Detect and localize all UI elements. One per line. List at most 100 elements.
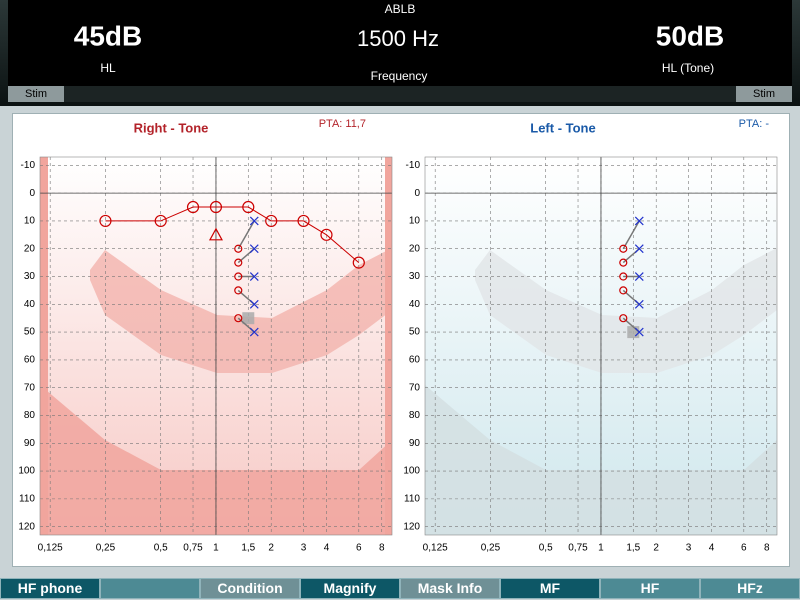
frequency-label: Frequency — [371, 69, 428, 83]
ablb-link — [237, 220, 255, 250]
test-name: ABLB — [385, 2, 416, 16]
y-tick-label: 60 — [24, 355, 36, 366]
ablb-circle — [234, 244, 243, 253]
speech-banana — [475, 248, 777, 373]
x-tick-label: 1,5 — [241, 543, 255, 554]
pta: PTA: 11,7 — [319, 118, 366, 130]
stim-right: Stim — [753, 88, 775, 100]
ablb-circle — [619, 314, 628, 323]
y-tick-label: 0 — [414, 188, 420, 199]
circle-marker — [297, 214, 310, 228]
toolbar-button[interactable] — [100, 578, 200, 599]
ablb-cross — [634, 244, 644, 254]
y-tick-label: 0 — [29, 188, 35, 199]
circle-marker — [186, 200, 200, 214]
x-tick-label: 8 — [379, 543, 385, 554]
edge-strip — [385, 157, 392, 535]
ablb-circle — [619, 258, 628, 267]
y-tick-label: 70 — [409, 382, 421, 393]
toolbar-button[interactable]: Magnify — [300, 578, 400, 599]
y-tick-label: 10 — [24, 216, 36, 227]
x-tick-label: 3 — [686, 543, 692, 554]
y-tick-label: -10 — [21, 160, 36, 171]
ablb-circle — [619, 272, 628, 281]
x-tick-label: 3 — [301, 543, 307, 554]
x-tick-label: 1,5 — [626, 543, 640, 554]
ablb-circle — [234, 286, 243, 295]
y-tick-label: 90 — [24, 438, 36, 449]
y-tick-label: 100 — [403, 466, 420, 477]
y-tick-label: 20 — [409, 243, 421, 254]
y-tick-label: 30 — [24, 271, 36, 282]
ablb-cross — [634, 216, 644, 226]
chart-title: Right - Tone — [134, 120, 209, 135]
x-tick-label: 2 — [653, 543, 659, 554]
series-line — [105, 206, 360, 263]
stim-left: Stim — [25, 88, 47, 100]
edge-strip — [40, 157, 48, 535]
x-tick-label: 6 — [356, 543, 362, 554]
right-unit: HL (Tone) — [662, 61, 714, 75]
x-tick-label: 0,75 — [568, 543, 588, 554]
x-tick-label: 1 — [213, 543, 219, 554]
y-tick-label: 40 — [409, 299, 421, 310]
plot-frame — [424, 156, 778, 536]
chart-title: Left - Tone — [530, 120, 595, 135]
x-tick-label: 0,125 — [38, 543, 63, 554]
left-unit: HL — [100, 61, 116, 75]
toolbar-button[interactable]: HF phone — [0, 578, 100, 599]
stim-right-box — [736, 86, 792, 102]
y-tick-label: 80 — [409, 410, 421, 421]
frequency: 1500 Hz — [357, 26, 439, 51]
circle-marker — [265, 214, 278, 228]
plot-frame — [39, 156, 393, 536]
y-tick-label: 20 — [24, 243, 36, 254]
ablb-cross — [634, 272, 644, 281]
x-tick-label: 0,25 — [481, 543, 501, 554]
ablb-cross — [249, 299, 259, 309]
x-tick-label: 0,5 — [539, 543, 553, 554]
ablb-cross — [249, 272, 259, 281]
right-level: 50dB — [656, 20, 724, 51]
y-tick-label: 30 — [409, 271, 421, 282]
cursor — [627, 326, 640, 339]
x-tick-label: 0,25 — [96, 543, 116, 554]
x-tick-label: 6 — [741, 543, 747, 554]
circle-marker — [352, 256, 365, 269]
y-tick-label: 50 — [24, 327, 36, 338]
x-tick-label: 1 — [598, 543, 604, 554]
x-tick-label: 2 — [268, 543, 274, 554]
ablb-cross — [634, 299, 644, 309]
y-tick-label: 90 — [409, 438, 421, 449]
ablb-circle — [234, 272, 243, 281]
toolbar-button[interactable]: Condition — [200, 578, 300, 599]
ablb-cross — [634, 327, 644, 337]
y-tick-label: 120 — [18, 521, 35, 532]
circle-marker — [154, 214, 167, 228]
circle-marker — [99, 214, 112, 228]
stim-bar — [8, 86, 792, 102]
toolbar-button[interactable]: Mask Info — [400, 578, 500, 599]
y-tick-label: 120 — [403, 521, 420, 532]
y-tick-label: 70 — [24, 382, 36, 393]
ablb-circle — [619, 286, 628, 295]
y-tick-label: 60 — [409, 355, 421, 366]
y-tick-label: -10 — [406, 160, 421, 171]
ablb-link — [622, 220, 640, 250]
x-tick-label: 0,125 — [423, 543, 448, 554]
ablb-circle — [234, 314, 243, 323]
y-tick-label: 10 — [409, 216, 421, 227]
low-region — [425, 385, 777, 535]
toolbar-button[interactable]: MF — [500, 578, 600, 599]
toolbar-button[interactable]: HFz — [700, 578, 800, 599]
x-tick-label: 8 — [764, 543, 770, 554]
toolbar-button[interactable]: HF — [600, 578, 700, 599]
y-tick-label: 110 — [19, 494, 35, 505]
ablb-cross — [249, 244, 259, 254]
ablb-circle — [619, 244, 628, 253]
y-tick-label: 100 — [18, 466, 35, 477]
left-level: 45dB — [74, 20, 142, 51]
ablb-circle — [234, 258, 243, 267]
